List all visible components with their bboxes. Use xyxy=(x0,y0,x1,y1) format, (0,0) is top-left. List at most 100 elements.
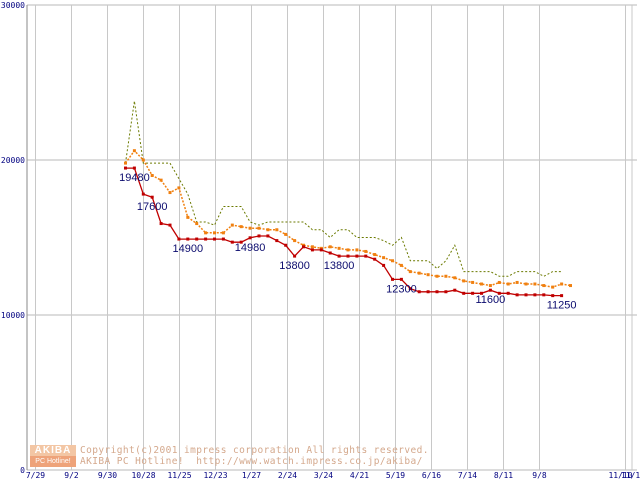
series-average-point xyxy=(453,276,457,280)
series-average-point xyxy=(195,222,199,226)
x-tick-label: 7/14 xyxy=(458,471,477,480)
series-average-point xyxy=(141,158,145,162)
series-average-point xyxy=(382,256,386,260)
copyright-line: Copyright(c)2001 impress corporation All… xyxy=(80,445,429,456)
y-axis: 0 10000 20000 30000 xyxy=(1,1,25,475)
series-average-point xyxy=(444,274,448,278)
series-min-point xyxy=(221,237,225,241)
series-min-point xyxy=(204,237,208,241)
min-price-label: 11250 xyxy=(547,300,577,312)
chart-series xyxy=(124,101,572,298)
y-tick-label: 10000 xyxy=(1,311,25,320)
x-tick-label: 9/30 xyxy=(98,471,117,480)
series-min-point xyxy=(159,222,163,226)
series-min-point xyxy=(141,192,145,196)
series-min-point xyxy=(132,166,136,170)
series-min-point xyxy=(150,195,154,199)
series-average-point xyxy=(186,215,190,219)
x-tick-label: 4/21 xyxy=(350,471,369,480)
x-tick-label: 9/8 xyxy=(532,471,547,480)
x-tick-label: 6/16 xyxy=(422,471,441,480)
series-average-point xyxy=(373,253,377,257)
series-min-point xyxy=(239,240,243,244)
series-min-point xyxy=(230,240,234,244)
series-average-point xyxy=(284,232,288,236)
series-average-point xyxy=(364,249,368,253)
series-min-point xyxy=(435,290,439,294)
series-min-point xyxy=(328,251,332,255)
series-average-point xyxy=(391,259,394,263)
series-min-point xyxy=(266,234,270,238)
series-average-point xyxy=(346,248,350,252)
series-min-point xyxy=(444,290,448,294)
series-min-point xyxy=(275,239,279,243)
series-average-point xyxy=(426,273,430,277)
x-tick-label: 7/29 xyxy=(26,471,45,480)
series-min-point xyxy=(355,254,359,258)
series-min-point xyxy=(124,166,127,170)
series-min-point xyxy=(373,257,377,261)
series-average-point xyxy=(417,271,421,275)
series-average-point xyxy=(542,284,546,288)
series-average-point xyxy=(132,149,136,153)
series-average-point xyxy=(159,178,163,182)
min-price-label: 19480 xyxy=(119,172,150,184)
series-average-point xyxy=(560,282,564,286)
x-tick-label: 1/27 xyxy=(242,471,261,480)
series-average-point xyxy=(471,280,475,284)
x-tick-label: 3/24 xyxy=(314,471,333,480)
series-average-point xyxy=(497,280,501,284)
y-tick-label: 30000 xyxy=(1,1,25,10)
series-min-point xyxy=(542,293,546,297)
x-tick-label: 11/13 xyxy=(621,471,640,480)
series-average-point xyxy=(221,231,225,235)
series-min-point xyxy=(497,291,501,295)
series-average-point xyxy=(150,174,154,177)
series-average-point xyxy=(408,270,412,274)
min-price-label: 12300 xyxy=(386,283,417,295)
series-average-point xyxy=(248,226,252,230)
series-average-point xyxy=(213,231,216,235)
series-average-point xyxy=(177,186,181,190)
series-min-point xyxy=(488,288,492,292)
series-min-point xyxy=(177,237,181,241)
series-average-point xyxy=(488,284,492,288)
series-min-point xyxy=(453,288,457,292)
series-min-point xyxy=(364,254,368,258)
series-min-point xyxy=(346,254,350,258)
series-average-line xyxy=(124,149,571,288)
series-average-point xyxy=(328,245,332,249)
series-average-point xyxy=(266,228,270,232)
min-price-label: 17600 xyxy=(137,201,168,213)
series-min-point xyxy=(417,290,421,294)
series-average-point xyxy=(551,285,555,289)
series-max-line xyxy=(125,101,562,277)
series-average-point xyxy=(337,246,341,250)
series-average-point xyxy=(319,246,323,250)
series-min-point xyxy=(506,291,510,295)
series-min-point xyxy=(337,254,341,258)
series-average-point xyxy=(310,245,314,249)
series-average-point xyxy=(515,280,519,284)
x-tick-label: 11/25 xyxy=(167,471,191,480)
copyright-watermark: AKIBA PC Hotline! Copyright(c)2001 impre… xyxy=(30,445,429,469)
series-min-point xyxy=(195,237,199,241)
series-min-point xyxy=(391,277,394,281)
chart-grid xyxy=(26,4,637,471)
series-average-point xyxy=(275,228,279,232)
series-average-point xyxy=(293,239,297,243)
x-tick-label: 8/11 xyxy=(494,471,513,480)
min-price-label: 14900 xyxy=(173,243,204,255)
x-tick-label: 12/23 xyxy=(203,471,227,480)
series-average-point xyxy=(168,191,172,195)
y-tick-label: 0 xyxy=(20,466,25,475)
series-min-point xyxy=(213,237,216,241)
series-average-point xyxy=(230,223,234,227)
series-min-point xyxy=(515,293,519,297)
series-min-point xyxy=(399,277,403,281)
site-url-line: AKIBA PC Hotline! http://www.watch.impre… xyxy=(80,456,423,467)
min-price-label: 13800 xyxy=(324,260,355,272)
series-average-point xyxy=(257,226,261,230)
series-min-point xyxy=(186,237,190,241)
x-axis: 7/29 9/2 9/30 10/28 11/25 12/23 1/27 2/24 3/24 4/… xyxy=(26,471,640,480)
